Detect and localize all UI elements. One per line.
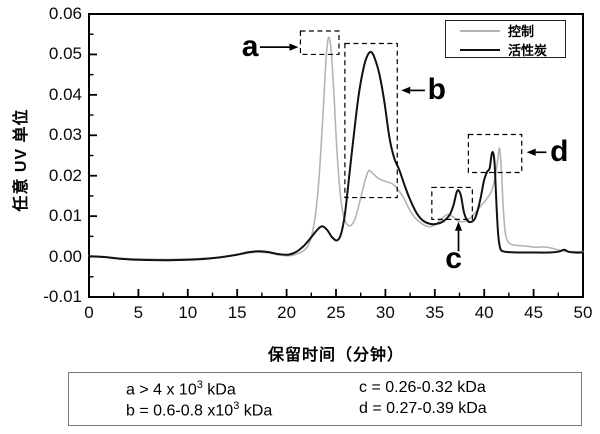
peak-box-c bbox=[431, 186, 473, 220]
peak-box-d bbox=[467, 133, 523, 174]
legend: 控制 活性炭 bbox=[445, 20, 566, 58]
y-tick-label: 0.06 bbox=[48, 4, 82, 23]
peak-label-c: c bbox=[445, 241, 462, 275]
x-tick-label: 45 bbox=[524, 303, 544, 322]
peak-label-b: b bbox=[427, 73, 446, 107]
y-tick-label: 0.04 bbox=[48, 84, 82, 104]
x-tick-label: 5 bbox=[133, 303, 144, 322]
peak-label-d: d bbox=[550, 135, 569, 169]
y-tick-label: 0.05 bbox=[48, 44, 82, 64]
series-curve-活性炭 bbox=[88, 50, 584, 262]
legend-line-sample-gray bbox=[460, 29, 500, 32]
legend-line-sample-black bbox=[460, 48, 500, 51]
info-item: d = 0.27-0.39 kDa bbox=[359, 400, 487, 417]
y-tick-label: 0.00 bbox=[48, 246, 82, 266]
x-tick-label: 50 bbox=[573, 303, 593, 322]
x-tick-label: 15 bbox=[227, 303, 247, 322]
x-tick-label: 10 bbox=[178, 303, 198, 322]
x-tick-label: 20 bbox=[277, 303, 297, 322]
info-item: a > 4 x 103 kDa bbox=[126, 379, 236, 399]
molecular-weight-info-box: a > 4 x 103 kDa b = 0.6-0.8 x103 kDa c = 0… bbox=[68, 372, 582, 426]
legend-label-control: 控制 bbox=[508, 24, 535, 39]
y-tick-label: 0.02 bbox=[48, 165, 82, 185]
y-axis-title: 任意 UV 单位 bbox=[13, 108, 30, 212]
series-curve-控制 bbox=[88, 36, 584, 261]
peak-label-a: a bbox=[241, 30, 259, 64]
x-tick-label: 0 bbox=[84, 303, 94, 322]
y-tick-label: 0.03 bbox=[48, 125, 82, 145]
legend-entry-activated-carbon: 活性炭 bbox=[460, 40, 565, 59]
info-item: c = 0.26-0.32 kDa bbox=[359, 379, 486, 396]
x-tick-label: 35 bbox=[425, 303, 445, 322]
x-axis-title: 保留时间（分钟） bbox=[267, 347, 404, 364]
legend-label-activated-carbon: 活性炭 bbox=[508, 43, 548, 58]
info-item: b = 0.6-0.8 x103 kDa bbox=[126, 400, 273, 420]
legend-entry-control: 控制 bbox=[460, 21, 565, 40]
peak-box-b bbox=[344, 42, 398, 199]
x-tick-label: 25 bbox=[326, 303, 346, 322]
y-tick-label: -0.01 bbox=[43, 287, 82, 306]
peak-box-a bbox=[299, 30, 340, 56]
y-tick-label: 0.01 bbox=[48, 206, 82, 226]
x-tick-label: 30 bbox=[375, 303, 395, 322]
x-tick-label: 40 bbox=[474, 303, 494, 322]
